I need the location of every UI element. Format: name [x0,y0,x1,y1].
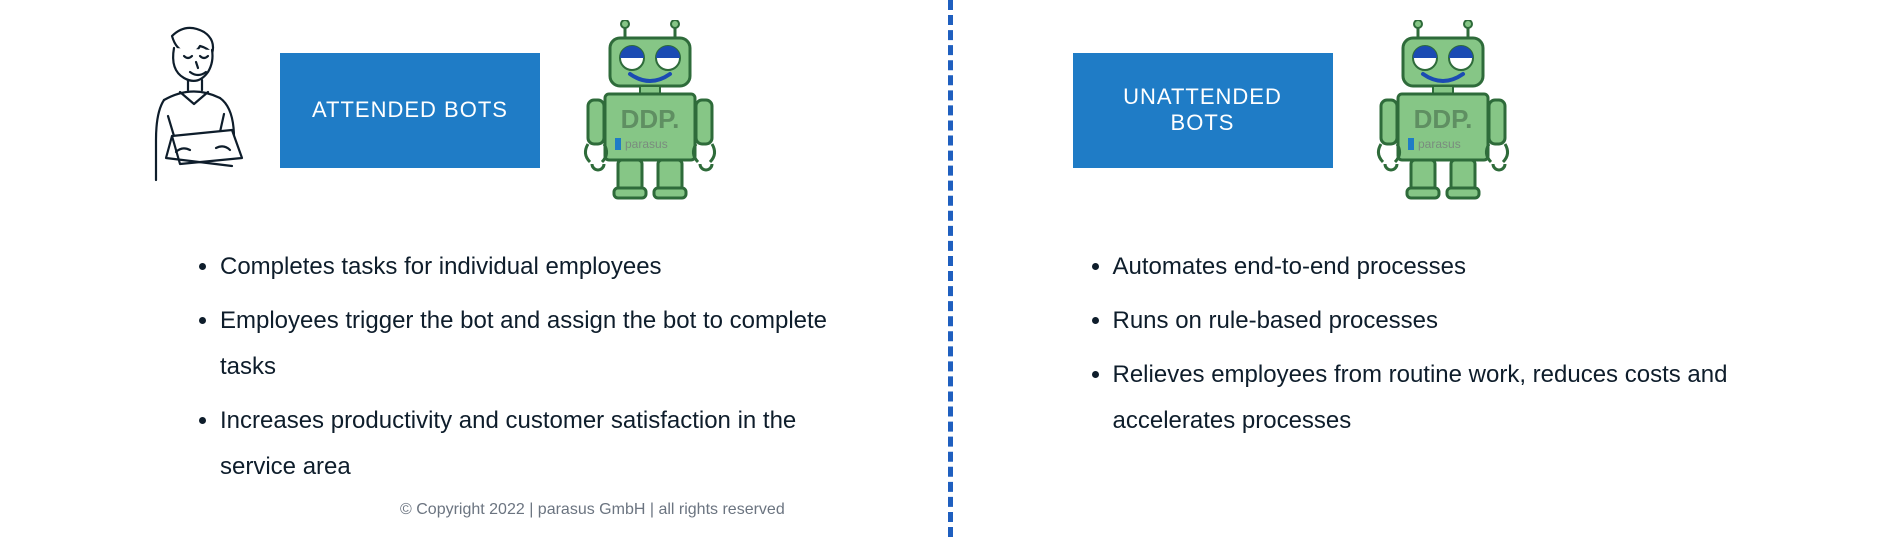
bullet-item: Relieves employees from routine work, re… [1113,348,1733,448]
copyright-label: © Copyright 2022 | parasus GmbH | all ri… [400,501,785,518]
svg-text:DDP.: DDP. [621,104,680,134]
svg-text:parasus: parasus [625,137,668,151]
left-robot-icon: DDP. parasus [570,20,730,200]
right-title-box: UNATTENDED BOTS [1073,53,1333,168]
comparison-container: ATTENDED BOTS DDP. parasus Completes task… [0,0,1900,537]
bullet-item: Employees trigger the bot and assign the… [220,294,840,394]
left-header: ATTENDED BOTS DDP. parasus [120,20,908,200]
right-bullet-list: Automates end-to-end processesRuns on ru… [1093,240,1733,448]
bullet-item: Runs on rule-based processes [1113,294,1733,348]
right-robot-icon: DDP. parasus [1363,20,1523,200]
left-title-text: ATTENDED BOTS [312,97,508,123]
right-title-text: UNATTENDED BOTS [1091,84,1315,136]
left-column: ATTENDED BOTS DDP. parasus Completes task… [60,0,948,537]
left-bullet-list: Completes tasks for individual employees… [200,240,840,494]
svg-text:parasus: parasus [1418,137,1461,151]
bullet-item: Completes tasks for individual employees [220,240,840,294]
right-column: UNATTENDED BOTS DDP. parasus Automates en… [953,0,1841,537]
svg-text:DDP.: DDP. [1413,104,1472,134]
left-title-box: ATTENDED BOTS [280,53,540,168]
copyright-text: © Copyright 2022 | parasus GmbH | all ri… [400,501,785,519]
bullet-item: Automates end-to-end processes [1113,240,1733,294]
bullet-item: Increases productivity and customer sati… [220,394,840,494]
right-header: UNATTENDED BOTS DDP. parasus [1013,20,1801,200]
person-icon [120,20,250,200]
